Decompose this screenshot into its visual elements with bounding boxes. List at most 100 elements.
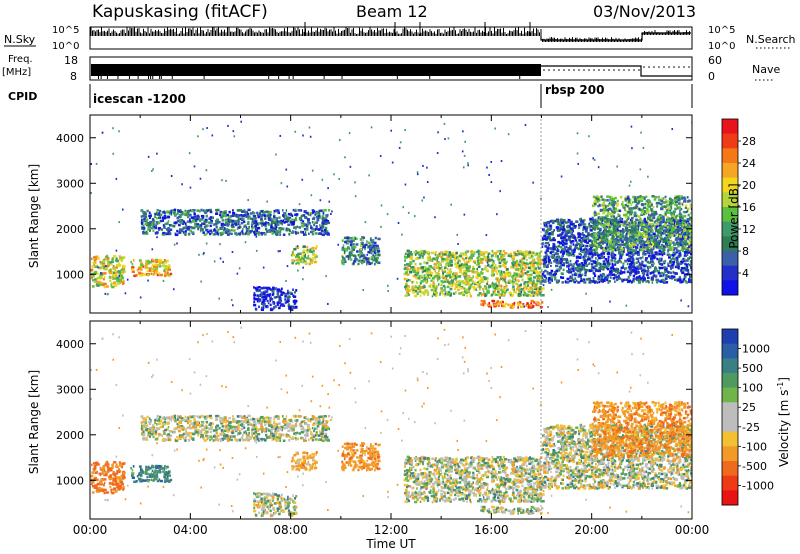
power-echo-cell: [284, 298, 287, 301]
power-echo-cell: [580, 243, 583, 247]
power-echo-cell: [478, 279, 482, 283]
power-echo-cell: [588, 223, 591, 227]
power-echo-cell: [90, 268, 94, 272]
power-echo-cell: [550, 232, 554, 236]
power-echo-cell: [458, 275, 462, 278]
power-echo-cell: [256, 226, 261, 230]
power-echo-cell: [555, 272, 558, 276]
power-echo-cell: [372, 249, 376, 253]
power-echo-cell: [661, 219, 664, 223]
power-echo-cell: [151, 223, 154, 226]
power-echo-cell: [288, 295, 291, 299]
power-echo-cell: [360, 241, 363, 245]
power-echo-cell: [268, 286, 271, 290]
power-echo-cell: [157, 227, 162, 230]
power-echo-cell: [556, 268, 560, 271]
power-echo-cell: [442, 272, 445, 275]
power-echo-cell: [174, 213, 177, 216]
power-echo-cell: [193, 212, 196, 216]
power-echo-cell: [133, 274, 137, 278]
power-echo-cell: [369, 238, 372, 242]
power-echo-cell: [244, 224, 247, 227]
power-echo-cell: [416, 273, 419, 277]
power-echo-cell: [582, 223, 585, 226]
power-echo-cell: [432, 280, 435, 283]
power-echo-cell: [442, 284, 446, 288]
power-echo-cell: [371, 239, 375, 242]
power-echo-cell: [483, 286, 486, 290]
power-echo-cell: [457, 288, 460, 292]
power-echo-cell: [276, 303, 279, 306]
power-echo-cell: [113, 281, 117, 285]
power-echo-cell: [486, 282, 489, 286]
power-echo-cell: [444, 250, 447, 253]
power-echo-cell: [685, 268, 688, 272]
power-echo-cell: [279, 220, 283, 223]
nave-sample: [618, 69, 620, 71]
power-echo-cell: [261, 308, 264, 312]
power-echo-cell: [473, 288, 475, 291]
power-echo-cell: [626, 262, 629, 266]
power-echo-cell: [425, 261, 429, 265]
power-echo-cell: [300, 214, 304, 218]
power-echo-cell: [571, 265, 575, 269]
power-echo-cell: [492, 259, 495, 263]
power-echo-cell: [368, 261, 371, 264]
power-echo-cell: [406, 265, 409, 269]
power-echo-cell: [114, 271, 117, 275]
power-echo-cell: [239, 209, 243, 212]
power-echo-cell: [438, 252, 441, 256]
power-echo-cell: [552, 220, 555, 223]
power-echo-cell: [94, 278, 97, 281]
power-echo-cell: [251, 224, 253, 227]
power-echo-cell: [425, 267, 428, 270]
power-echo-cell: [679, 280, 683, 284]
power-echo-cell: [192, 219, 196, 223]
power-echo-cell: [167, 269, 169, 273]
power-echo-cell: [369, 257, 371, 261]
power-echo-cell: [646, 273, 649, 277]
power-echo-cell: [602, 265, 606, 269]
power-echo-cell: [561, 230, 565, 233]
power-echo-cell: [493, 273, 495, 276]
power-echo-cell: [505, 285, 508, 288]
power-echo-cell: [142, 226, 146, 230]
power-echo-cell: [269, 215, 272, 219]
power-echo-cell: [671, 253, 675, 257]
power-echo-cell: [463, 269, 466, 273]
power-echo-cell: [687, 237, 690, 241]
power-echo-cell: [224, 219, 229, 222]
power-echo-cell: [260, 233, 264, 236]
power-echo-cell: [257, 212, 259, 215]
power-echo-cell: [149, 260, 152, 264]
power-echo-cell: [538, 291, 542, 295]
power-echo-cell: [643, 264, 646, 267]
power-echo-cell: [109, 268, 112, 272]
power-echo-cell: [260, 218, 263, 221]
power-echo-cell: [268, 218, 271, 221]
power-echo-cell: [678, 252, 682, 255]
power-echo-cell: [448, 269, 451, 272]
power-echo-cell: [587, 251, 591, 254]
power-echo-cell: [493, 305, 497, 308]
power-echo-cell: [272, 302, 275, 305]
power-echo-cell: [535, 290, 540, 293]
power-echo-cell: [256, 213, 259, 217]
power-echo-cell: [552, 237, 554, 241]
power-echo-cell: [285, 209, 288, 212]
power-echo-cell: [225, 231, 229, 235]
power-echo-cell: [262, 292, 266, 295]
power-echo-cell: [583, 253, 587, 256]
power-echo-cell: [162, 231, 165, 235]
power-echo-cell: [629, 264, 633, 268]
power-echo-cell: [232, 209, 234, 212]
power-echo-cell: [437, 269, 440, 273]
power-echo-cell: [269, 210, 272, 214]
power-echo-cell: [671, 257, 675, 260]
power-echo-cell: [140, 215, 143, 218]
power-echo-cell: [561, 276, 565, 279]
power-echo-cell: [156, 266, 159, 269]
power-echo-cell: [595, 264, 598, 267]
power-echo-cell: [226, 224, 230, 227]
power-echo-cell: [407, 255, 410, 258]
